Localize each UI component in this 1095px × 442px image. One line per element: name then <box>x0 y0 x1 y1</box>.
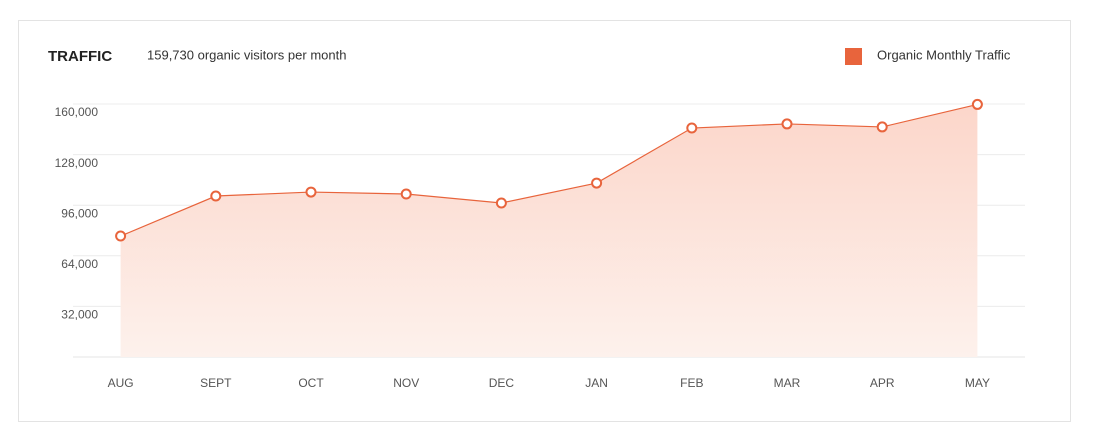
y-tick-label: 96,000 <box>61 206 98 220</box>
legend-swatch <box>845 48 862 65</box>
x-tick-label: MAY <box>965 376 990 390</box>
chart-subtitle: 159,730 organic visitors per month <box>147 47 346 62</box>
x-tick-label: JAN <box>585 376 608 390</box>
y-tick-label: 32,000 <box>61 308 98 322</box>
point <box>876 121 888 133</box>
point <box>971 98 983 110</box>
x-tick-label: SEPT <box>200 376 232 390</box>
point <box>781 118 793 130</box>
point <box>210 190 222 202</box>
x-tick-label: OCT <box>298 376 324 390</box>
x-tick-label: MAR <box>774 376 801 390</box>
x-tick-label: DEC <box>489 376 515 390</box>
point <box>591 177 603 189</box>
point <box>305 186 317 198</box>
line <box>120 103 978 237</box>
x-tick-label: NOV <box>393 376 419 390</box>
area-fill <box>120 104 978 357</box>
x-tick-label: FEB <box>680 376 703 390</box>
chart-title: TRAFFIC <box>48 48 112 65</box>
x-tick-label: AUG <box>108 376 134 390</box>
y-tick-label: 128,000 <box>55 156 99 170</box>
point <box>400 188 412 200</box>
point <box>115 230 127 242</box>
point <box>686 122 698 134</box>
y-tick-label: 64,000 <box>61 257 98 271</box>
legend-label: Organic Monthly Traffic <box>877 47 1011 62</box>
point <box>495 197 507 209</box>
x-tick-label: APR <box>870 376 895 390</box>
y-tick-label: 160,000 <box>55 105 99 119</box>
